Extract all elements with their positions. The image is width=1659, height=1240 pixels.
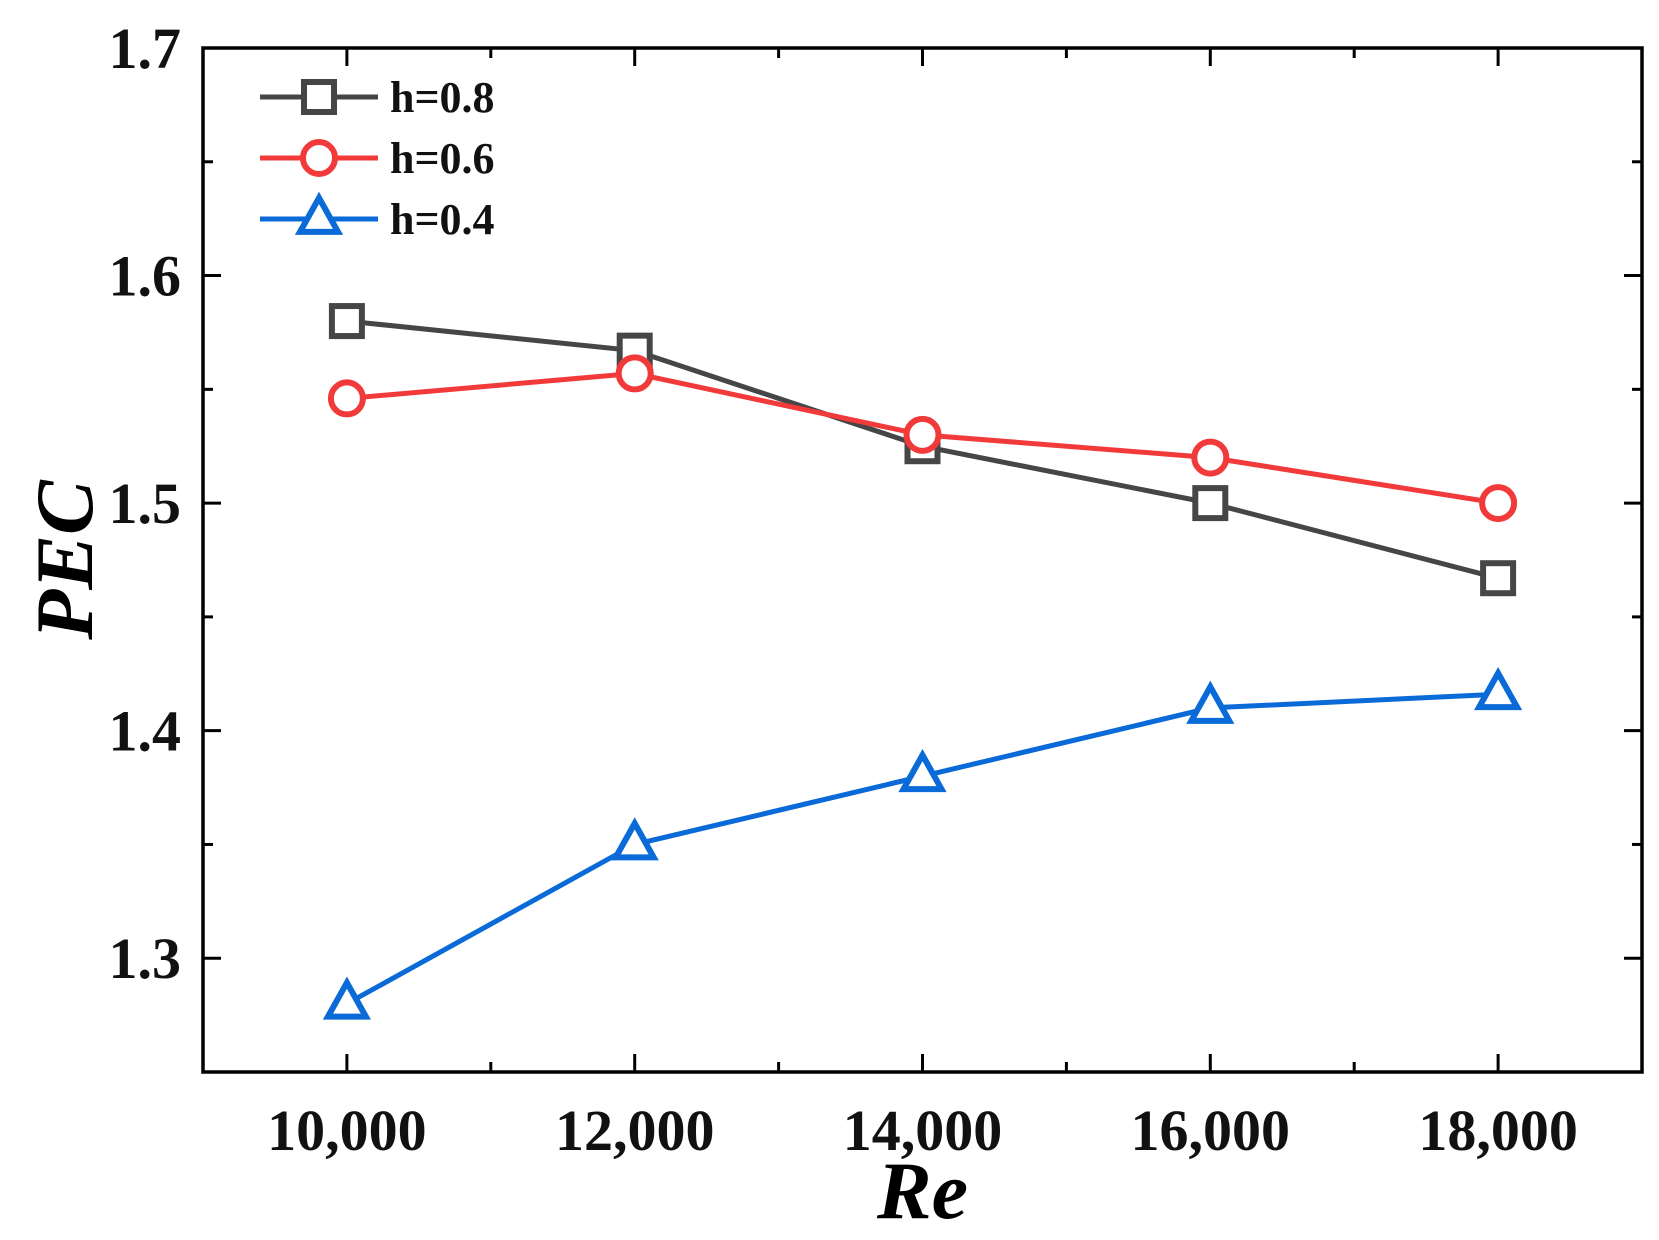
ticks: 10,000 12,000 14,000 16,000 18,000 1.3 1.4 1.5 1… bbox=[109, 16, 1642, 1163]
legend: h=0.8 h=0.6 h=0.4 bbox=[260, 73, 495, 244]
data-point bbox=[615, 354, 654, 393]
legend-item: h=0.4 bbox=[260, 191, 495, 244]
x-axis-title: Re bbox=[876, 1145, 968, 1236]
y-axis-title: PEC bbox=[19, 479, 110, 641]
series-h=0.6 bbox=[327, 354, 1518, 523]
data-point bbox=[1191, 438, 1230, 477]
data-point bbox=[327, 379, 366, 418]
y-tick-label: 1.6 bbox=[109, 244, 182, 309]
data-point bbox=[1192, 485, 1229, 522]
series-line bbox=[345, 691, 1499, 1006]
legend-marker bbox=[301, 79, 337, 115]
data-point bbox=[1479, 484, 1518, 523]
data-point bbox=[1480, 560, 1517, 597]
data-point bbox=[1186, 680, 1235, 724]
series-layer bbox=[322, 303, 1523, 1020]
data-point bbox=[903, 415, 942, 454]
legend-marker bbox=[294, 191, 344, 235]
series-h=0.4 bbox=[322, 667, 1523, 1020]
data-point bbox=[328, 303, 365, 340]
x-tick-label: 14,000 bbox=[843, 1098, 1003, 1163]
x-tick-label: 10,000 bbox=[267, 1098, 427, 1163]
x-tick-label: 16,000 bbox=[1131, 1098, 1291, 1163]
y-tick-label: 1.7 bbox=[109, 16, 182, 81]
legend-label: h=0.8 bbox=[390, 73, 495, 122]
x-tick-label: 12,000 bbox=[555, 1098, 715, 1163]
y-tick-label: 1.3 bbox=[109, 926, 182, 991]
data-point bbox=[1473, 667, 1523, 711]
legend-marker bbox=[300, 139, 338, 177]
data-point bbox=[322, 976, 372, 1020]
y-tick-label: 1.4 bbox=[109, 699, 182, 764]
x-tick-label: 18,000 bbox=[1418, 1098, 1578, 1163]
legend-item: h=0.6 bbox=[260, 134, 495, 183]
legend-item: h=0.8 bbox=[260, 73, 495, 122]
y-tick-label: 1.5 bbox=[109, 471, 182, 536]
legend-label: h=0.4 bbox=[390, 195, 495, 244]
data-point bbox=[898, 748, 947, 793]
legend-label: h=0.6 bbox=[390, 134, 495, 183]
data-point bbox=[610, 817, 659, 861]
